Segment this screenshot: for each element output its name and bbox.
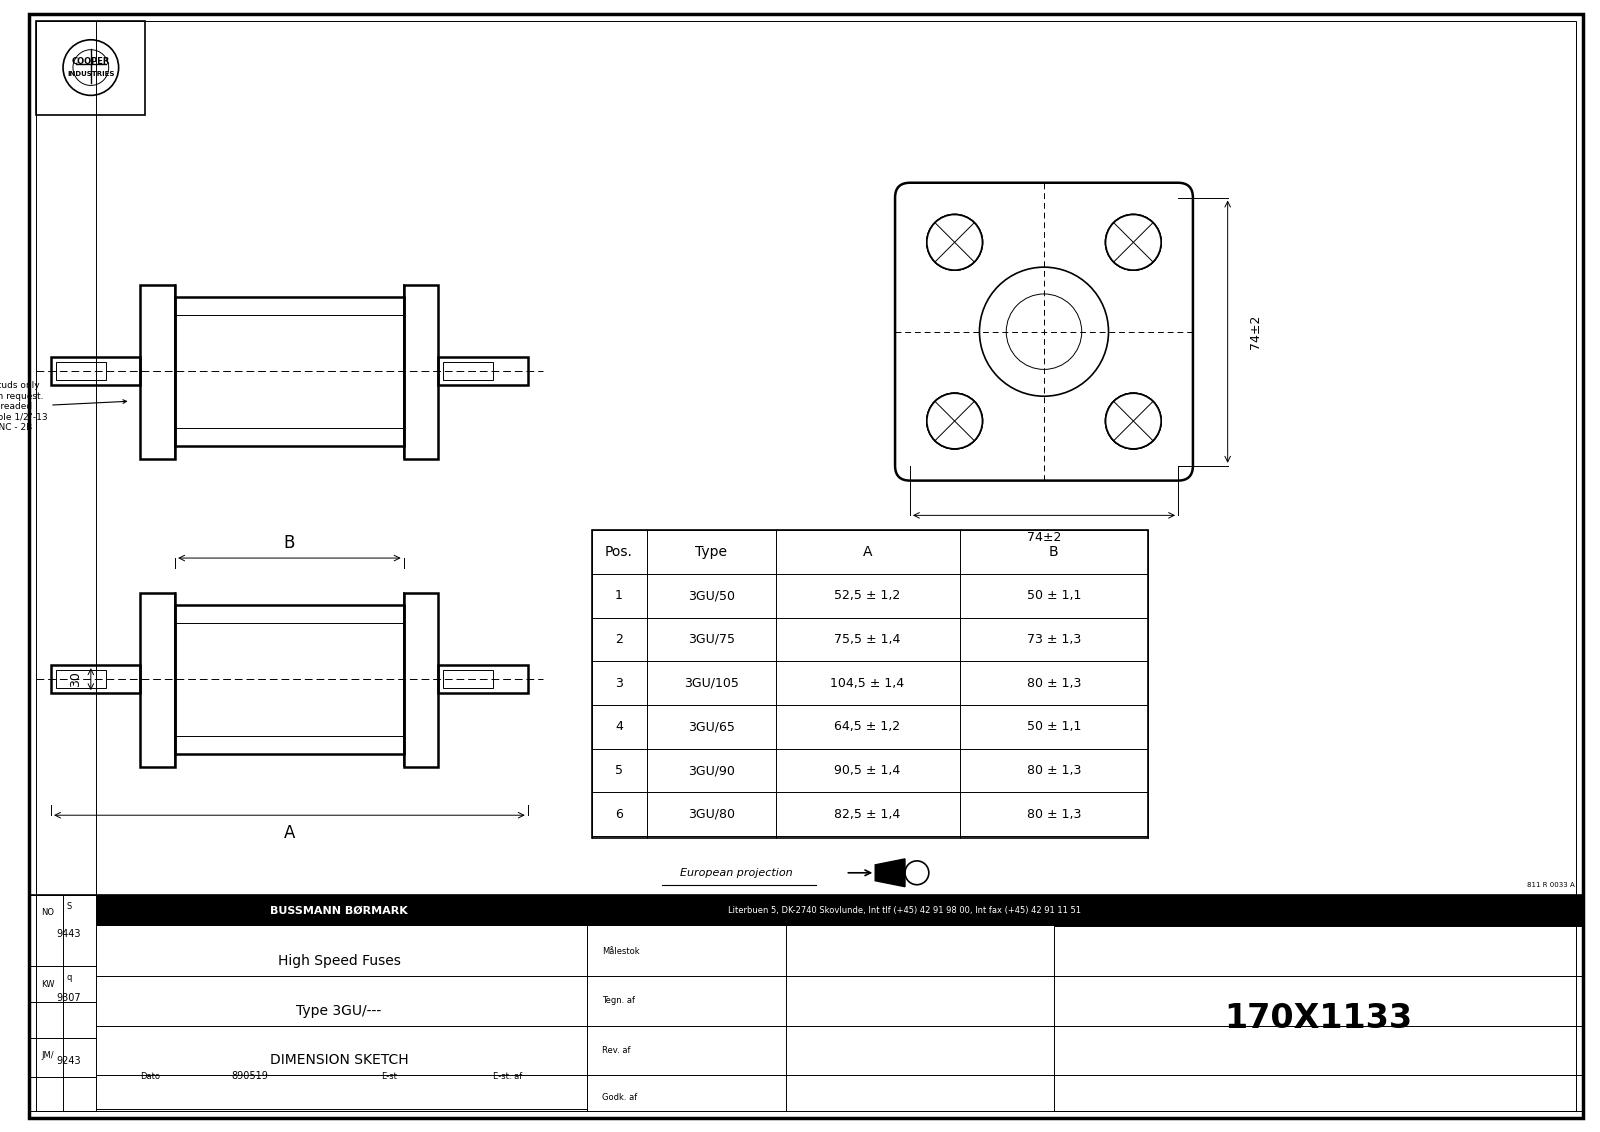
Text: 50 ± 1,1: 50 ± 1,1 [1027, 590, 1082, 602]
Circle shape [926, 215, 982, 271]
Text: DIMENSION SKETCH: DIMENSION SKETCH [270, 1054, 408, 1067]
Circle shape [926, 393, 982, 449]
Bar [443, 670, 493, 688]
Text: Rev. af: Rev. af [602, 1046, 630, 1055]
Text: A: A [862, 546, 872, 559]
Bar [176, 297, 403, 446]
Bar [443, 362, 493, 380]
Circle shape [926, 393, 982, 449]
Text: European projection: European projection [680, 868, 792, 877]
Text: Dato: Dato [141, 1072, 160, 1081]
Text: Tegn. af: Tegn. af [602, 996, 635, 1005]
Text: Godk. af: Godk. af [602, 1092, 637, 1101]
Text: 80 ± 1,3: 80 ± 1,3 [1027, 677, 1082, 689]
Text: 3: 3 [614, 677, 622, 689]
Polygon shape [875, 859, 906, 886]
FancyBboxPatch shape [894, 182, 1194, 481]
Text: 3GU/90: 3GU/90 [688, 764, 734, 777]
Text: 104,5 ± 1,4: 104,5 ± 1,4 [830, 677, 904, 689]
Text: Literbuen 5, DK-2740 Skovlunde, Int tlf (+45) 42 91 98 00, Int fax (+45) 42 91 1: Literbuen 5, DK-2740 Skovlunde, Int tlf … [728, 906, 1082, 915]
Text: 3GU/75: 3GU/75 [688, 633, 734, 646]
Text: 3GU/65: 3GU/65 [688, 720, 734, 734]
Text: COOPER: COOPER [72, 57, 110, 66]
Bar [438, 358, 528, 385]
Bar [96, 894, 1582, 926]
Circle shape [1106, 393, 1162, 449]
Text: 890519: 890519 [232, 1071, 269, 1081]
Text: 3GU/105: 3GU/105 [683, 677, 739, 689]
Bar [438, 666, 528, 693]
Text: 3GU/80: 3GU/80 [688, 808, 734, 821]
Text: 1: 1 [614, 590, 622, 602]
Circle shape [1106, 393, 1162, 449]
Text: q: q [66, 972, 72, 981]
Text: 64,5 ± 1,2: 64,5 ± 1,2 [834, 720, 901, 734]
Bar [176, 604, 403, 754]
Text: 82,5 ± 1,4: 82,5 ± 1,4 [834, 808, 901, 821]
Text: 73 ± 1,3: 73 ± 1,3 [1027, 633, 1082, 646]
Text: 80 ± 1,3: 80 ± 1,3 [1027, 764, 1082, 777]
Text: KW: KW [42, 979, 54, 988]
Text: NO: NO [42, 908, 54, 917]
Text: 2: 2 [614, 633, 622, 646]
Text: B: B [283, 534, 294, 552]
Bar [403, 593, 438, 766]
Text: 9307: 9307 [56, 993, 82, 1003]
Text: B: B [1050, 546, 1059, 559]
Text: 811 R 0033 A: 811 R 0033 A [1528, 882, 1574, 887]
Text: E-st: E-st [381, 1072, 397, 1081]
Bar [51, 358, 141, 385]
Circle shape [1106, 215, 1162, 271]
Circle shape [1106, 215, 1162, 271]
Text: 5: 5 [614, 764, 622, 777]
Text: JM/: JM/ [42, 1050, 54, 1060]
Text: 74±2: 74±2 [1250, 315, 1262, 349]
Bar [56, 670, 106, 688]
Bar [37, 20, 146, 115]
Text: 52,5 ± 1,2: 52,5 ± 1,2 [834, 590, 901, 602]
Text: 80 ± 1,3: 80 ± 1,3 [1027, 808, 1082, 821]
Text: INDUSTRIES: INDUSTRIES [67, 70, 115, 77]
Text: 3GU/50: 3GU/50 [688, 590, 734, 602]
Text: 74±2: 74±2 [1027, 531, 1061, 543]
Bar [51, 666, 141, 693]
Text: 4: 4 [614, 720, 622, 734]
Text: Studs only
on request.
threaded
hole 1/2"-13
UNC - 2B: Studs only on request. threaded hole 1/2… [0, 381, 126, 432]
Text: Målestok: Målestok [602, 946, 640, 955]
Text: 170X1133: 170X1133 [1224, 1002, 1413, 1036]
Text: BUSSMANN BØRMARK: BUSSMANN BØRMARK [270, 906, 408, 916]
Text: High Speed Fuses: High Speed Fuses [278, 954, 400, 968]
Text: Type 3GU/---: Type 3GU/--- [296, 1004, 382, 1018]
Text: E-st. af: E-st. af [493, 1072, 523, 1081]
Circle shape [926, 215, 982, 271]
Bar [141, 593, 176, 766]
Text: 6: 6 [614, 808, 622, 821]
Text: 75,5 ± 1,4: 75,5 ± 1,4 [834, 633, 901, 646]
Text: 30: 30 [69, 671, 83, 687]
Bar [592, 530, 1149, 838]
Text: 90,5 ± 1,4: 90,5 ± 1,4 [834, 764, 901, 777]
Text: 50 ± 1,1: 50 ± 1,1 [1027, 720, 1082, 734]
Text: Type: Type [696, 546, 728, 559]
Bar [403, 285, 438, 458]
Bar [1054, 926, 1582, 1112]
Text: S: S [66, 902, 72, 911]
Text: 9243: 9243 [56, 1056, 82, 1066]
Text: Pos.: Pos. [605, 546, 634, 559]
Bar [141, 285, 176, 458]
Bar [56, 362, 106, 380]
Text: 9443: 9443 [56, 929, 82, 940]
Text: A: A [283, 824, 294, 842]
